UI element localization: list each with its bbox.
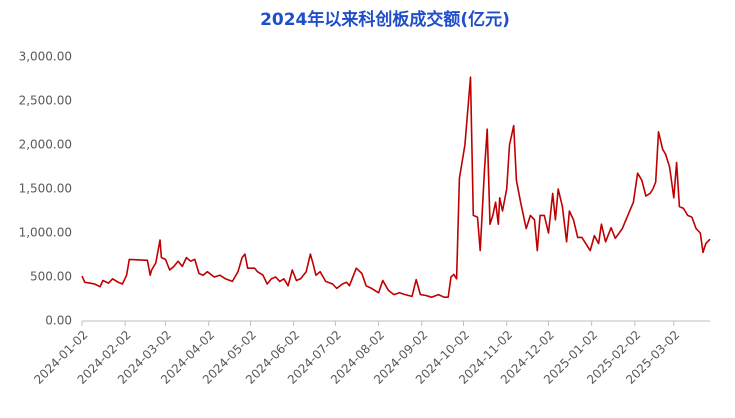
chart-title: 2024年以来科创板成交额(亿元): [260, 9, 510, 30]
y-tick-label: 2,000.00: [19, 138, 72, 152]
y-tick-label: 1,000.00: [19, 226, 72, 240]
y-tick-label: 3,000.00: [19, 50, 72, 64]
y-tick-label: 1,500.00: [19, 182, 72, 196]
data-line: [81, 76, 711, 298]
y-tick-label: 2,500.00: [19, 94, 72, 108]
y-tick-label: 500.00: [30, 270, 72, 284]
y-tick-label: 0.00: [45, 314, 72, 328]
